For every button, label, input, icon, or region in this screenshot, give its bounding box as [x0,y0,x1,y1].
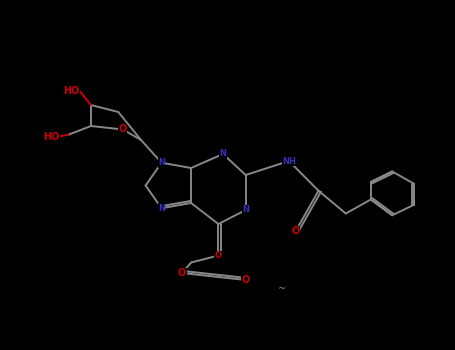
Text: O: O [292,226,300,236]
Text: N: N [158,158,165,167]
Text: O: O [215,251,222,260]
Text: HO: HO [43,132,59,141]
Text: ~: ~ [278,284,286,294]
Text: N: N [158,204,165,213]
Text: O: O [178,268,186,278]
Text: HO: HO [63,86,80,96]
Text: N: N [242,205,249,215]
Text: O: O [242,275,250,285]
Text: NH: NH [282,156,296,166]
Text: O: O [119,125,127,134]
Text: N: N [219,149,227,159]
